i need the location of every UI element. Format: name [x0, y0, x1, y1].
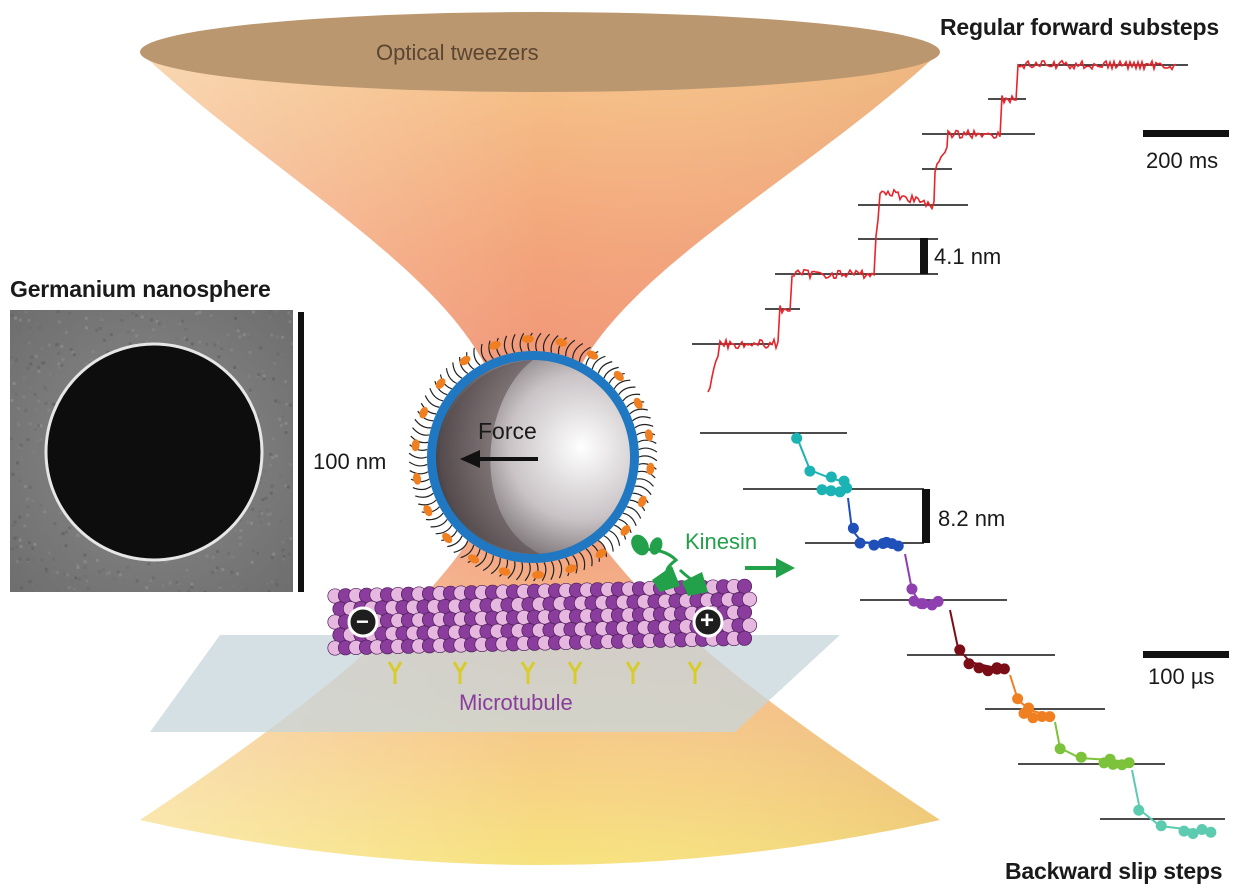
force-arrow [460, 450, 538, 468]
step-8-2nm-label: 8.2 nm [938, 506, 1006, 531]
kinesin-label: Kinesin [685, 529, 758, 554]
scale-bar-100nm [298, 312, 304, 592]
backward-slip-steps-title: Backward slip steps [1005, 858, 1223, 884]
minus-end-marker [347, 606, 379, 638]
time-scale-100us [1143, 651, 1229, 658]
step-4-1nm-label: 4.1 nm [934, 244, 1002, 269]
step-scale-8-2nm [922, 489, 930, 543]
plus-end-label: + [700, 607, 715, 634]
tem-image [10, 310, 293, 592]
backward-trace [791, 432, 1217, 839]
microtubule-label: Microtubule [459, 690, 573, 715]
kinesin-direction-arrow [745, 558, 795, 578]
germanium-nanosphere-title: Germanium nanosphere [10, 276, 271, 302]
nanosphere-particle [44, 342, 264, 562]
top-cone-opening [140, 12, 940, 92]
force-label: Force [478, 418, 537, 444]
antibody-anchors [387, 661, 703, 684]
optical-tweezers-label: Optical tweezers [376, 40, 539, 65]
time-100us-label: 100 µs [1148, 664, 1215, 689]
microtubule [327, 578, 758, 684]
bead [408, 332, 658, 582]
forward-substeps-plot [692, 58, 1229, 393]
plus-end-marker [692, 606, 724, 638]
backward-slip-plot [700, 432, 1229, 839]
surface-markers [411, 335, 655, 579]
kinesin-motor [631, 534, 795, 596]
time-scale-200ms [1143, 130, 1229, 137]
forward-trace [707, 58, 1177, 393]
minus-end-label: − [356, 609, 369, 634]
regular-forward-substeps-title: Regular forward substeps [940, 14, 1219, 40]
step-scale-4-1nm [920, 238, 928, 274]
time-200ms-label: 200 ms [1146, 148, 1219, 173]
scale-100nm-label: 100 nm [313, 449, 387, 474]
coverslip-plane [150, 635, 840, 732]
